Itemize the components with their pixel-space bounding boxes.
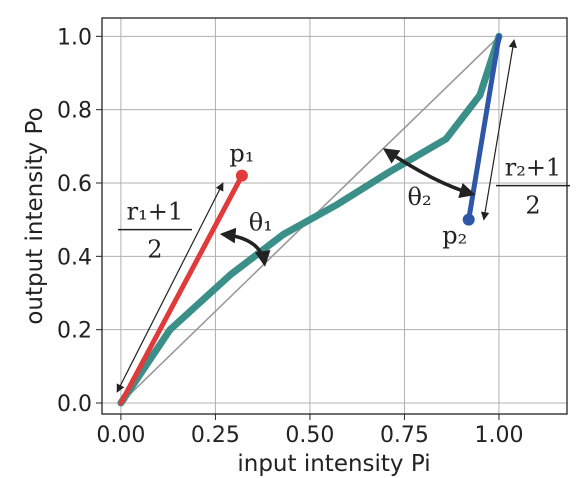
r2-fraction: r₂+1 2 — [495, 154, 570, 220]
x-tick-label: 0.25 — [191, 423, 240, 448]
annotations: p₁ p₂ θ₁ θ₂ r₁+1 2 r₂+1 2 — [116, 39, 570, 393]
point-marker — [462, 213, 475, 226]
r2-fraction-numerator: r₂+1 — [505, 154, 561, 182]
theta1-arc — [219, 227, 271, 267]
r2-fraction-denominator: 2 — [525, 192, 540, 220]
tick-labels: 0.00 0.25 0.50 0.75 1.00 0.0 0.2 0.4 0.6 0.8 1.0 — [57, 25, 523, 448]
y-tick-label: 0.0 — [57, 392, 92, 417]
x-axis-label: input intensity Pi — [237, 451, 430, 477]
x-tick-label: 1.00 — [474, 423, 523, 448]
point-label-p2: p₂ — [442, 222, 467, 250]
x-tick-label: 0.00 — [96, 423, 145, 448]
y-tick-label: 0.4 — [57, 245, 92, 270]
y-tick-label: 0.2 — [57, 319, 92, 344]
point-marker — [235, 169, 248, 182]
point-label-p1: p₁ — [229, 140, 254, 168]
y-tick-label: 1.0 — [57, 25, 92, 50]
y-tick-label: 0.8 — [57, 99, 92, 124]
theta1-label: θ₁ — [249, 209, 273, 237]
theta2-arc — [382, 148, 476, 199]
r2-length-arrow — [480, 39, 517, 221]
r1-fraction-numerator: r₁+1 — [127, 198, 183, 226]
r1-fraction-denominator: 2 — [147, 236, 162, 264]
r1-fraction: r₁+1 2 — [117, 198, 192, 264]
x-tick-label: 0.75 — [380, 423, 429, 448]
blue-segment-line — [466, 33, 502, 223]
y-axis-label: output intensity Po — [22, 107, 48, 324]
y-tick-label: 0.6 — [57, 172, 92, 197]
theta2-label: θ₂ — [408, 183, 432, 211]
r1-length-arrow — [116, 182, 224, 393]
plot-frame — [101, 17, 568, 415]
x-tick-label: 0.50 — [285, 423, 334, 448]
